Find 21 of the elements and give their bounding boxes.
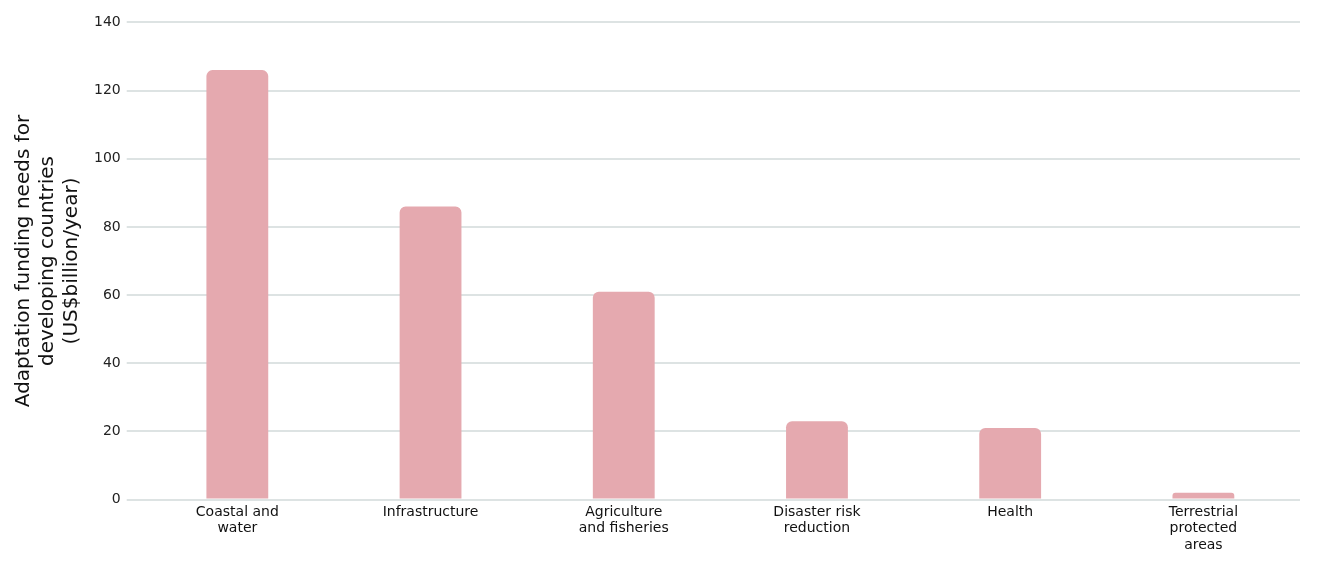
- x-tick-label: Terrestrial protected areas: [1167, 502, 1239, 553]
- bar: [1172, 492, 1235, 499]
- y-tick-label: 20: [102, 422, 121, 439]
- bar: [786, 421, 848, 499]
- bar: [399, 206, 462, 499]
- y-tick-label: 120: [93, 81, 121, 98]
- y-tick-label: 60: [102, 285, 121, 302]
- y-tick-label: 40: [102, 353, 121, 370]
- x-tick-label: Infrastructure: [382, 502, 479, 519]
- y-tick-label: 140: [93, 13, 121, 30]
- bar: [592, 291, 655, 499]
- x-tick-label: Disaster risk reduction: [773, 502, 862, 536]
- y-tick-label: 0: [111, 490, 121, 507]
- x-tick-label: Agriculture and fisheries: [578, 502, 669, 536]
- y-axis-title: Adaptation funding needs for developing countries (US$billion/year): [10, 114, 83, 408]
- y-tick-label: 80: [102, 217, 121, 234]
- x-tick-label: Health: [987, 502, 1034, 519]
- y-tick-label: 100: [93, 149, 121, 166]
- x-tick-label: Coastal and water: [195, 502, 279, 536]
- bar: [979, 428, 1042, 499]
- bar: [206, 70, 269, 499]
